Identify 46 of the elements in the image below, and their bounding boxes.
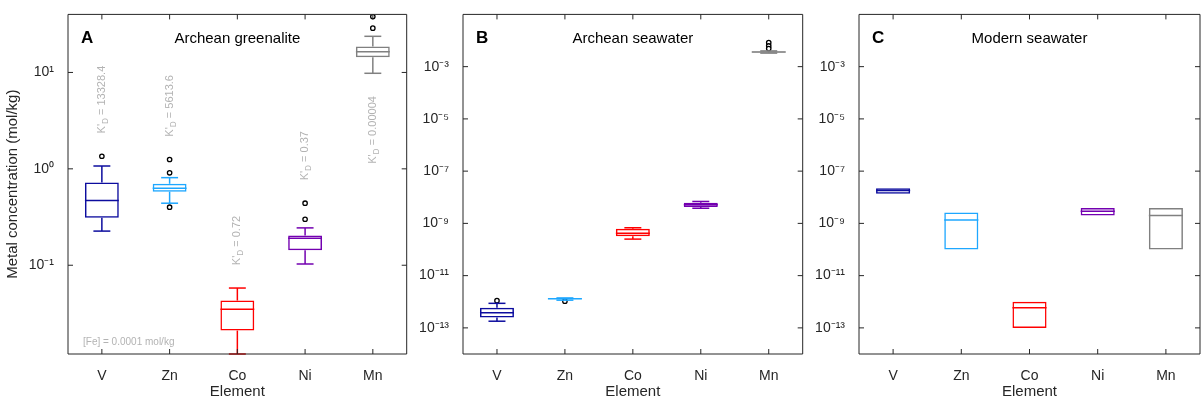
- y-tick-label: 10⁰: [33, 159, 54, 176]
- x-axis-title: Element: [1001, 382, 1058, 400]
- y-tick-label: 10⁻¹¹: [815, 266, 846, 283]
- y-tick-label: 10⁻⁹: [422, 214, 449, 231]
- x-tick-label: Mn: [1156, 367, 1176, 384]
- annotation: [Fe] = 0.0001 mol/kg: [83, 335, 175, 347]
- y-tick-label: 10⁻¹³: [419, 318, 450, 335]
- x-tick-label: Zn: [161, 367, 178, 384]
- x-tick-label: V: [492, 367, 503, 384]
- x-tick-label: V: [888, 367, 899, 384]
- y-tick-label: 10⁻³: [423, 57, 450, 74]
- annotation: K'D = 0.72: [230, 215, 246, 266]
- x-tick-label: Zn: [556, 367, 574, 384]
- x-tick-label: Ni: [694, 367, 708, 384]
- annotation: K'D = 5613.6: [162, 75, 178, 137]
- annotation: C: [872, 28, 885, 48]
- x-tick-label: Co: [1020, 367, 1039, 384]
- y-tick-label: 10⁻⁷: [423, 162, 449, 178]
- annotation: K'D = 13328.4: [94, 65, 110, 134]
- x-tick-label: Co: [228, 367, 247, 384]
- y-tick-label: 10⁻⁵: [422, 109, 449, 126]
- y-tick-label: 10⁻⁹: [818, 214, 845, 231]
- annotation: B: [476, 28, 489, 48]
- annotation: K'D = 0.00004: [365, 96, 381, 164]
- y-tick-label: 10⁻³: [819, 57, 846, 74]
- annotation: A: [81, 28, 94, 48]
- y-tick-label: 10⁻¹³: [815, 318, 846, 335]
- annotation: K'D = 0.37: [298, 131, 314, 181]
- y-tick-label: 10⁻⁵: [818, 109, 845, 126]
- x-tick-label: Zn: [953, 367, 970, 384]
- x-tick-label: Ni: [1091, 367, 1105, 384]
- x-tick-label: V: [97, 367, 108, 384]
- y-tick-label: 10⁻¹¹: [419, 266, 450, 283]
- x-tick-label: Mn: [363, 367, 383, 384]
- x-tick-label: Co: [623, 367, 643, 384]
- x-tick-label: Mn: [759, 367, 779, 384]
- x-axis-title: Element: [605, 382, 662, 400]
- text: Archean seawater: [572, 28, 694, 46]
- x-axis-title: Element: [209, 382, 266, 400]
- y-tick-label: 10¹: [33, 63, 55, 80]
- y-tick-label: 10⁻¹: [28, 256, 55, 273]
- y-axis-title: Metal concentration (mol/kg): [3, 89, 21, 279]
- text: Archean greenalite: [174, 28, 301, 46]
- y-tick-label: 10⁻⁷: [819, 162, 845, 178]
- text: Modern seawater: [971, 28, 1088, 46]
- x-tick-label: Ni: [298, 367, 312, 384]
